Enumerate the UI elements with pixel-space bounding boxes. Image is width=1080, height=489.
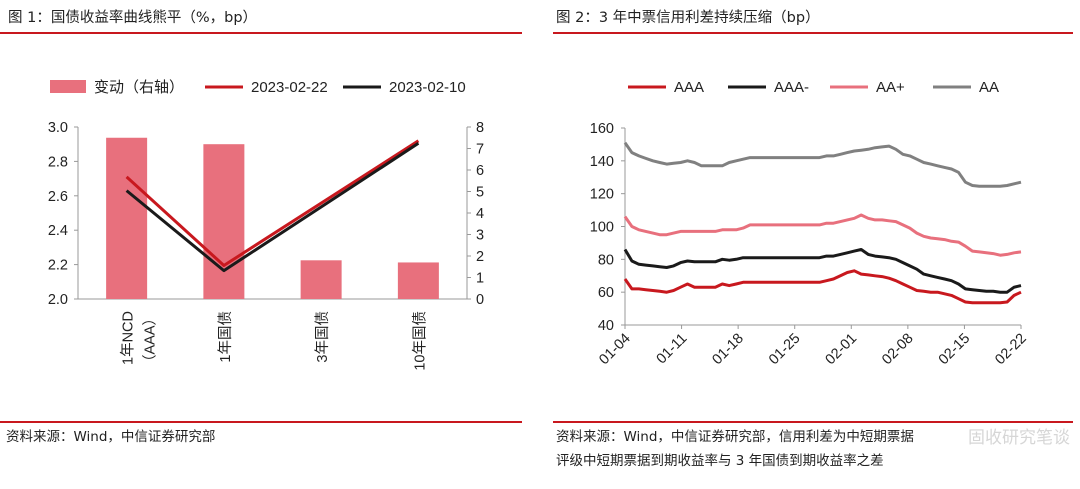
figure-2-top-rule <box>553 32 1073 34</box>
y-tick-label: 160 <box>590 121 614 137</box>
y-tick-label: 120 <box>590 187 614 203</box>
legend-label-AA: AA <box>979 79 999 96</box>
figure-2-source-line-1: 资料来源：Wind，中信证券研究部，信用利差为中短期票据 <box>556 429 914 445</box>
y-tick-label: 40 <box>598 318 614 334</box>
series-line-2023-02-22 <box>125 139 420 267</box>
bar-10年国债 <box>397 262 439 299</box>
x-category-label-line: 3年国债 <box>314 311 331 363</box>
x-category-label: 1年NCD （AAA） <box>120 311 159 369</box>
right-y-tick-label: 5 <box>476 185 484 201</box>
left-y-tick-label: 2.4 <box>48 223 68 239</box>
legend-label-AA+: AA+ <box>876 79 905 96</box>
figure-1-bottom-rule <box>0 421 522 423</box>
series-line-AAA <box>623 269 1022 305</box>
x-tick-label: 01-18 <box>709 331 747 369</box>
x-category-label-line: 1年国债 <box>217 311 234 363</box>
figure-1-top-rule <box>0 32 522 34</box>
right-y-tick-label: 6 <box>476 163 484 179</box>
y-tick-label: 80 <box>598 252 614 268</box>
x-tick-label: 02-15 <box>936 331 974 369</box>
y-tick-label: 100 <box>590 220 614 236</box>
legend-label: 2023-02-10 <box>389 79 466 96</box>
watermark: 固收研究笔谈 <box>968 428 1070 448</box>
legend-label-AAA-: AAA- <box>774 79 809 96</box>
x-category-label: 3年国债 <box>314 311 331 363</box>
x-category-label-line: 1年NCD <box>120 311 137 365</box>
left-y-tick-label: 2.6 <box>48 189 68 205</box>
legend-label: 变动（右轴） <box>94 79 184 96</box>
figure-2-source: 资料来源：Wind，中信证券研究部，信用利差为中短期票据 评级中短期票据到期收益… <box>556 425 914 473</box>
figure-2-panel: 图 2：3 年中票信用利差持续压缩（bp） AAA AAA- AA+ AA 40 60 80… <box>553 0 1080 489</box>
legend-swatch-bars <box>50 80 86 93</box>
left-y-tick-label: 3.0 <box>48 120 68 136</box>
x-category-label: 1年国债 <box>217 311 234 363</box>
y-tick-label: 140 <box>590 154 614 170</box>
series-line-AA+ <box>623 213 1022 257</box>
right-y-tick-label: 4 <box>476 206 484 222</box>
bar-1年国债 <box>203 144 245 299</box>
right-y-tick-label: 2 <box>476 249 484 265</box>
right-y-tick-label: 8 <box>476 120 484 136</box>
x-category-label-line: 10年国债 <box>411 311 428 371</box>
bar-1年NCD（AAA） <box>106 137 148 299</box>
right-y-tick-label: 1 <box>476 271 484 287</box>
figure-2-legend: AAA AAA- AA+ AA <box>628 79 999 96</box>
figure-2-bottom-rule <box>553 421 1073 423</box>
figure-1-title: 图 1：国债收益率曲线熊平（%，bp） <box>8 10 258 26</box>
figure-1-chart: 变动（右轴） 2023-02-22 2023-02-10 2.0 2.2 2.4 2.6 2.… <box>48 79 484 371</box>
x-category-label-line: （AAA） <box>142 311 159 369</box>
legend-label-AAA: AAA <box>674 79 704 96</box>
x-category-label: 10年国债 <box>411 311 428 371</box>
x-tick-label: 01-11 <box>654 331 691 368</box>
series-line-AAA- <box>623 248 1022 294</box>
figure-1-source: 资料来源：Wind，中信证券研究部 <box>6 429 216 445</box>
left-y-tick-label: 2.8 <box>48 154 68 170</box>
figure-1-panel: 图 1：国债收益率曲线熊平（%，bp） 变动（右轴） 2023-02-22 2023… <box>0 0 530 489</box>
figure-2-title: 图 2：3 年中票信用利差持续压缩（bp） <box>556 10 820 26</box>
bar-3年国债 <box>300 260 342 299</box>
series-line-AA <box>623 141 1022 188</box>
figure-1-legend: 变动（右轴） 2023-02-22 2023-02-10 <box>50 79 466 96</box>
y-tick-label: 60 <box>598 285 614 301</box>
figure-2-source-line-2: 评级中短期票据到期收益率与 3 年国债到期收益率之差 <box>556 453 884 469</box>
x-tick-label: 01-04 <box>596 331 634 369</box>
x-tick-label: 02-22 <box>992 331 1030 369</box>
right-y-tick-label: 3 <box>476 228 484 244</box>
x-tick-label: 01-25 <box>766 331 804 369</box>
legend-label: 2023-02-22 <box>251 79 328 96</box>
x-tick-label: 02-01 <box>823 331 861 369</box>
left-y-tick-label: 2.2 <box>48 258 68 274</box>
figure-2-chart: AAA AAA- AA+ AA 40 60 80 100 120 140 160 01-04 01-11… <box>590 79 1030 369</box>
right-y-tick-label: 0 <box>476 292 484 308</box>
series-line-2023-02-10 <box>125 142 420 273</box>
left-y-tick-label: 2.0 <box>48 292 68 308</box>
right-y-tick-label: 7 <box>476 142 484 158</box>
x-tick-label: 02-08 <box>879 331 917 369</box>
